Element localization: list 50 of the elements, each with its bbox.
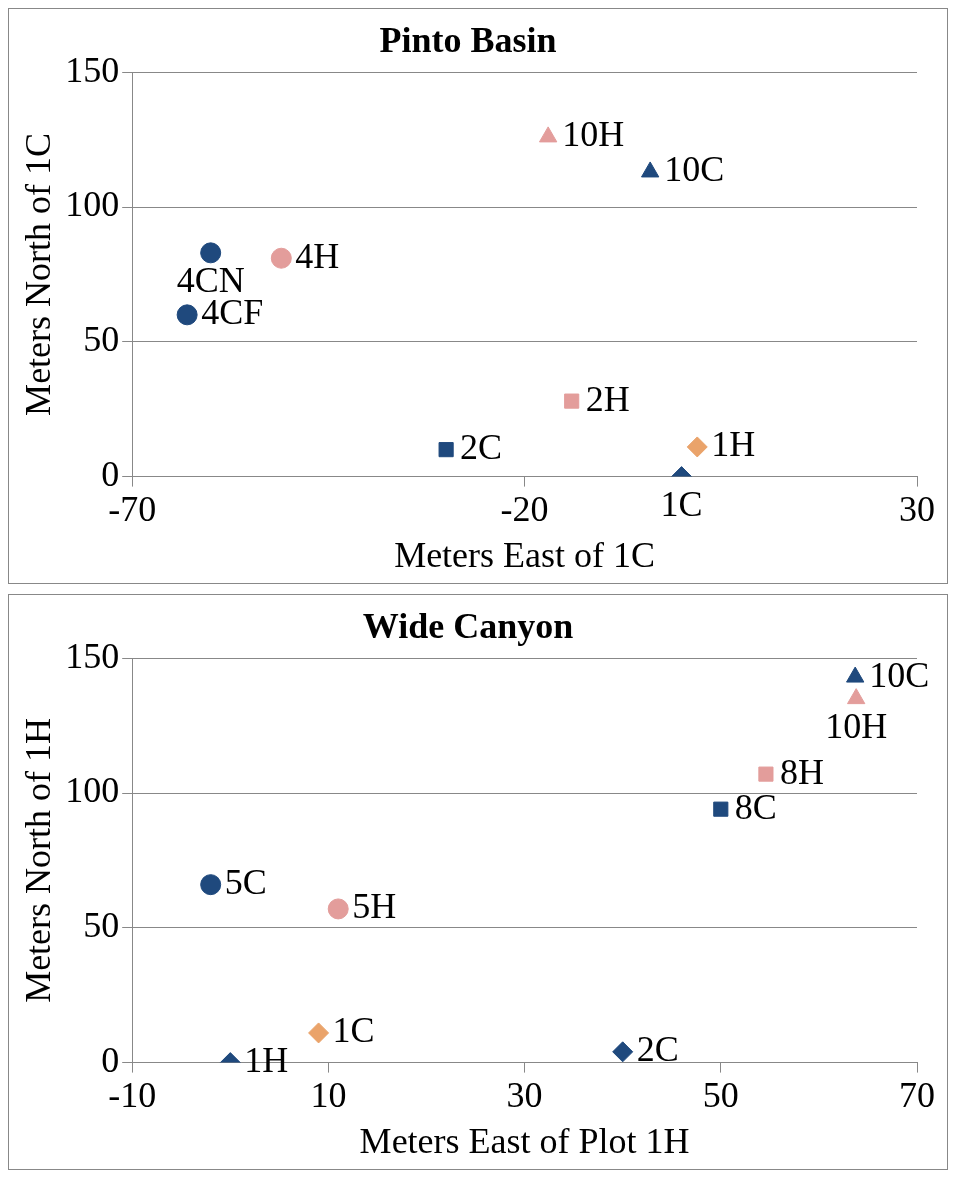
series-label: 1H [711, 424, 756, 465]
y-axis-title: Meters North of 1C [18, 132, 59, 416]
series-label: 1H [244, 1040, 289, 1081]
series-label: 10H [562, 114, 625, 155]
x-tick-label: 10 [310, 1074, 347, 1115]
point [176, 304, 198, 326]
point [438, 442, 454, 458]
point [847, 688, 866, 705]
y-tick-label: 100 [65, 184, 120, 225]
x-tick-label: 30 [506, 1074, 543, 1115]
series-label: 2C [636, 1029, 679, 1070]
chart-title: Pinto Basin [379, 19, 557, 60]
point [270, 247, 292, 269]
series-label: 4H [295, 235, 340, 276]
series-label: 10C [869, 654, 930, 695]
point [686, 436, 708, 458]
x-axis-title: Meters East of Plot 1H [359, 1120, 690, 1161]
point [308, 1022, 330, 1044]
point [612, 1041, 634, 1063]
series-label: 10C [664, 149, 725, 190]
x-axis-title: Meters East of 1C [394, 534, 656, 575]
x-tick-label: 70 [899, 1074, 935, 1115]
y-tick-label: 50 [83, 905, 120, 946]
point [758, 766, 774, 782]
point [713, 801, 729, 817]
series-label: 8C [734, 786, 777, 827]
x-tick-label: 30 [899, 488, 935, 529]
series-label: 8H [779, 751, 824, 792]
y-tick-label: 150 [65, 635, 120, 676]
point [200, 874, 222, 896]
chart-title: Wide Canyon [362, 605, 574, 646]
series-label: 5C [224, 862, 267, 903]
y-axis-title: Meters North of 1H [18, 717, 59, 1003]
point [564, 393, 580, 409]
point [641, 161, 660, 178]
x-tick-label: 50 [702, 1074, 739, 1115]
y-tick-label: 50 [83, 319, 120, 360]
point [846, 666, 865, 683]
y-tick-label: 150 [65, 49, 120, 90]
series-label: 2H [585, 378, 630, 419]
point [327, 898, 349, 920]
point [538, 126, 558, 143]
series-label: 10H [825, 706, 888, 747]
y-tick-label: 100 [65, 770, 120, 811]
x-tick-label: -20 [500, 488, 549, 529]
series-label: 2C [460, 427, 503, 468]
series-label: 5H [352, 886, 397, 927]
series-label: 1C [660, 484, 703, 525]
point [200, 242, 222, 264]
series-label: 1C [332, 1010, 375, 1051]
